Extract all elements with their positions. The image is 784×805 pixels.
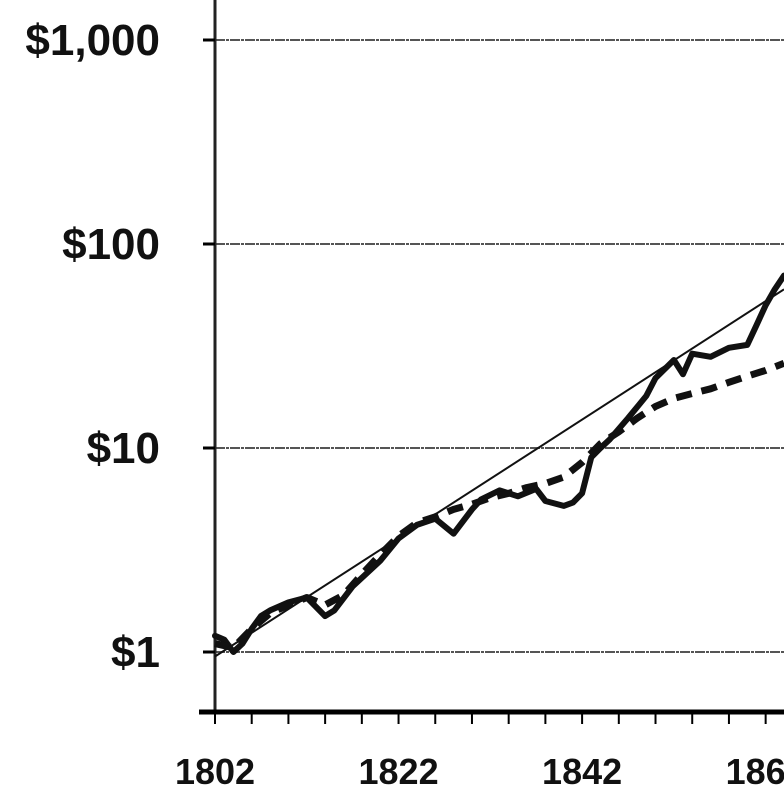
y-tick-label: $100 bbox=[62, 220, 160, 269]
y-tick-label: $1,000 bbox=[25, 16, 160, 65]
tick-labels: $1 $10 $100 $1,000 1802 1822 1842 1862 bbox=[25, 16, 784, 792]
series-line-solid-thin bbox=[214, 288, 784, 658]
x-tick-label: 1822 bbox=[359, 751, 439, 792]
series-line-dashed-thick bbox=[214, 360, 784, 652]
series-line-solid-thick bbox=[212, 272, 784, 655]
x-tick-label: 1842 bbox=[542, 751, 622, 792]
y-tick-label: $1 bbox=[111, 628, 160, 677]
grid-lines bbox=[215, 39, 784, 653]
x-tick-label: 1862 bbox=[726, 751, 784, 792]
data-series bbox=[212, 272, 784, 658]
y-tick-label: $10 bbox=[87, 424, 160, 473]
axes bbox=[199, 0, 784, 724]
x-tick-label: 1802 bbox=[175, 751, 255, 792]
